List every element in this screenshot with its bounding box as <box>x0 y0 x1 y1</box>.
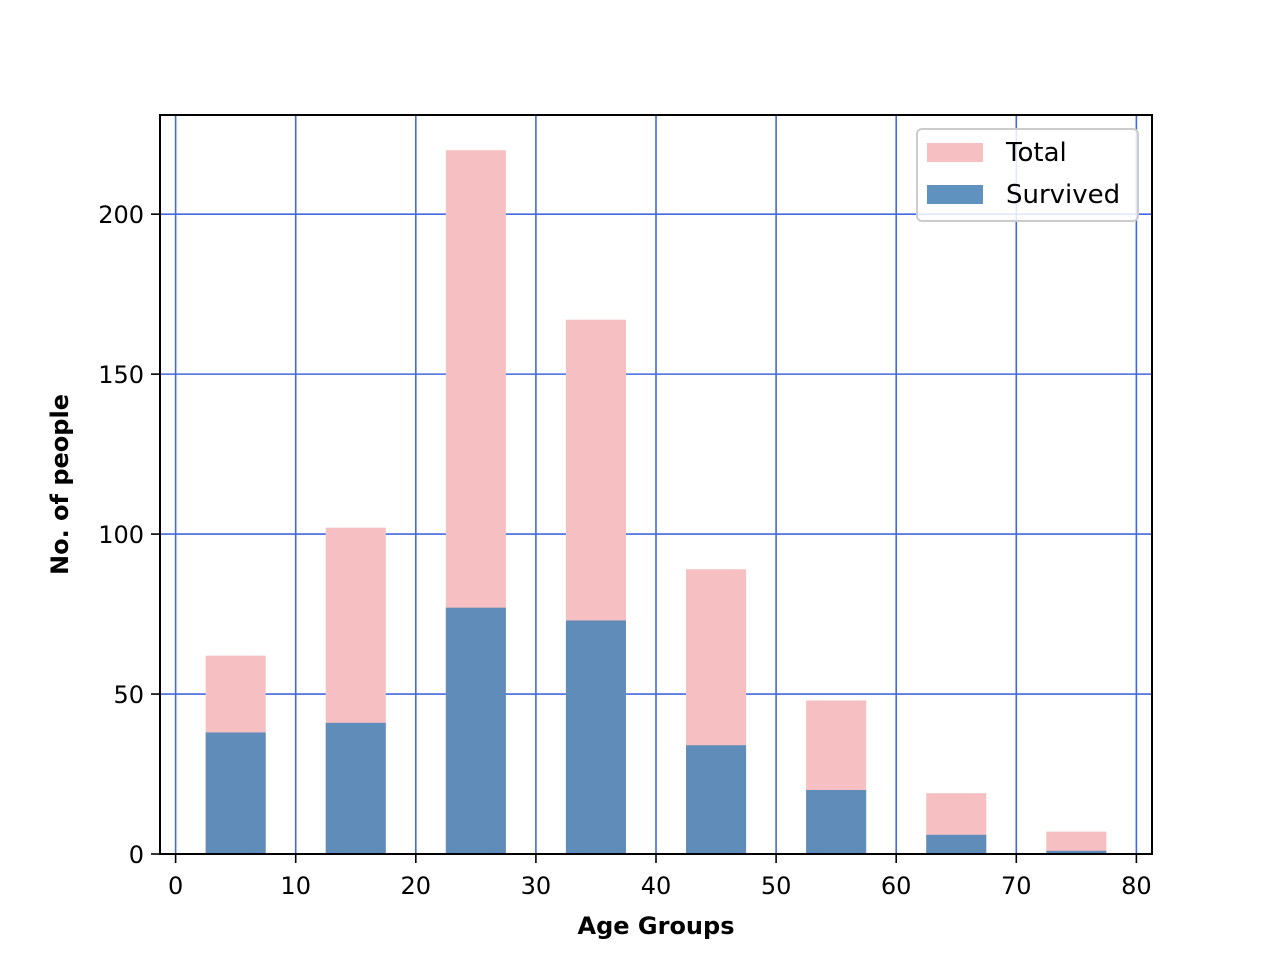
grid-lines <box>160 115 1152 855</box>
x-tick-label: 30 <box>521 872 552 900</box>
bar-survived-1 <box>325 722 386 854</box>
legend-label-total: Total <box>1005 138 1067 168</box>
legend: Total Survived <box>916 128 1139 222</box>
y-tick-label: 200 <box>98 201 144 229</box>
bar-survived-6 <box>926 834 987 854</box>
bar-survived-5 <box>806 790 867 854</box>
x-tick-label: 70 <box>1001 872 1032 900</box>
y-tick-label: 100 <box>98 521 144 549</box>
legend-swatch-total <box>927 143 983 162</box>
y-axis-label: No. of people <box>46 394 74 575</box>
x-tick-label: 0 <box>168 872 183 900</box>
bar-total-7 <box>1046 831 1107 854</box>
x-axis-label: Age Groups <box>578 912 735 940</box>
x-tick-label: 60 <box>881 872 912 900</box>
x-tick-label: 20 <box>401 872 432 900</box>
bar-survived-7 <box>1046 850 1107 854</box>
axis-ticks: 0 10 20 30 40 50 60 70 80 0 50 100 150 200 <box>98 201 1151 900</box>
bar-survived-4 <box>686 745 747 854</box>
y-tick-label: 150 <box>98 361 144 389</box>
x-tick-label: 50 <box>761 872 792 900</box>
x-tick-label: 40 <box>641 872 672 900</box>
legend-label-survived: Survived <box>1006 180 1120 210</box>
y-tick-label: 50 <box>113 681 144 709</box>
x-tick-label: 80 <box>1121 872 1152 900</box>
bars <box>205 150 1107 854</box>
bar-survived-3 <box>565 620 626 854</box>
y-tick-label: 0 <box>129 841 144 869</box>
bar-survived-2 <box>445 607 506 854</box>
bar-survived-0 <box>205 732 266 854</box>
x-tick-label: 10 <box>280 872 311 900</box>
legend-swatch-survived <box>927 185 983 204</box>
